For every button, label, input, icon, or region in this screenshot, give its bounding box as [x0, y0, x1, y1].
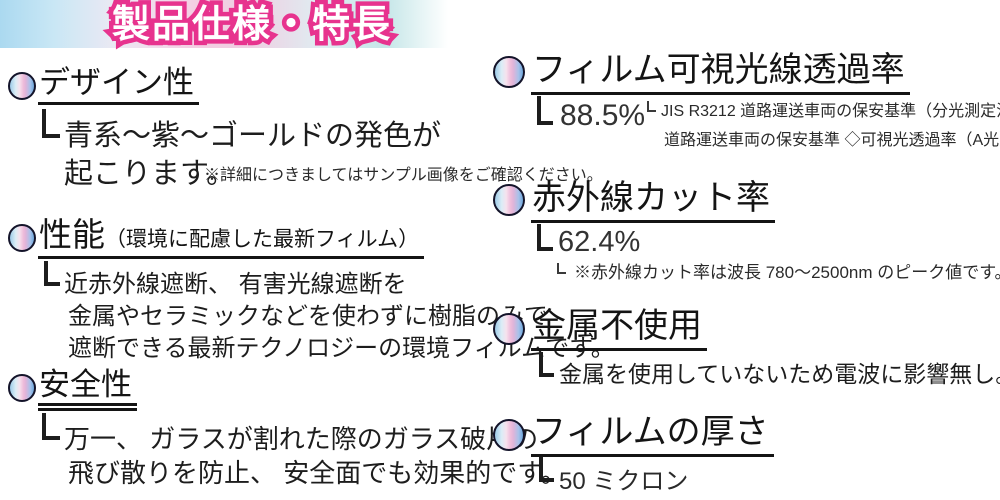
section-ir-cut-note: ※赤外線カット率は波長 780〜2500nm のピーク値です。 [574, 263, 1000, 282]
gradient-circle-icon [493, 56, 525, 88]
section-safety-line: 万一、 ガラスが割れた際のガラス破片の [64, 424, 539, 454]
section-ir-cut-heading: 赤外線カット率 [531, 180, 775, 223]
section-performance-line: 金属やセラミックなどを使わずに樹脂のみで [68, 303, 548, 330]
section-metal-free-value: 金属を使用していないため電波に影響無し。 [559, 361, 1000, 387]
section-performance-heading: 性能（環境に配慮した最新フィルム） [38, 216, 425, 259]
gradient-circle-icon [8, 374, 36, 402]
tree-elbow-small [647, 101, 656, 112]
tree-elbow [539, 457, 554, 482]
gradient-circle-icon [493, 184, 525, 216]
section-design-line: 起こります。 [64, 158, 236, 190]
section-performance-line: 遮断できる最新テクノロジーの環境フィルムです。 [68, 335, 615, 362]
tree-elbow-small [557, 263, 566, 274]
section-ir-cut-value: 62.4% [558, 226, 641, 258]
section-safety-heading: 安全性 [38, 368, 137, 412]
tree-elbow [539, 352, 554, 377]
section-vlt-heading: フィルム可視光線透過率 [531, 52, 910, 95]
gradient-circle-icon [8, 72, 36, 100]
section-design-note: ※詳細につきましてはサンプル画像をご確認ください。 [204, 167, 603, 184]
tree-elbow [42, 109, 60, 138]
section-performance-line: 近赤外線遮断、 有害光線遮断を [64, 271, 407, 298]
section-thickness-value: 50 ミクロン [559, 468, 689, 495]
section-thickness-heading: フィルムの厚さ [531, 414, 774, 457]
tree-elbow [44, 261, 60, 286]
section-safety-line: 飛び散りを防止、 安全面でも効果的です。 [68, 458, 567, 488]
gradient-circle-icon [493, 313, 525, 345]
section-vlt-value: 88.5% [560, 99, 646, 132]
section-performance-heading-main: 性能 [39, 216, 105, 253]
gradient-circle-icon [8, 224, 36, 252]
section-metal-free-heading: 金属不使用 [531, 308, 707, 351]
tree-elbow [42, 413, 60, 440]
section-vlt-note: JIS R3212 道路運送車両の保安基準（分光測定法） [661, 103, 1000, 120]
gradient-circle-icon [493, 419, 525, 451]
tree-elbow [537, 224, 553, 251]
section-design-line: 青系〜紫〜ゴールドの発色が [64, 120, 442, 152]
section-performance-heading-suffix: （環境に配慮した最新フィルム） [105, 228, 420, 251]
tree-elbow [537, 96, 553, 125]
page-title: 製品仕様・特長 [112, 3, 392, 47]
section-vlt-note: 道路運送車両の保安基準 ◇可視光透過率（A光） [664, 132, 1000, 149]
section-design-heading: デザイン性 [38, 66, 199, 106]
